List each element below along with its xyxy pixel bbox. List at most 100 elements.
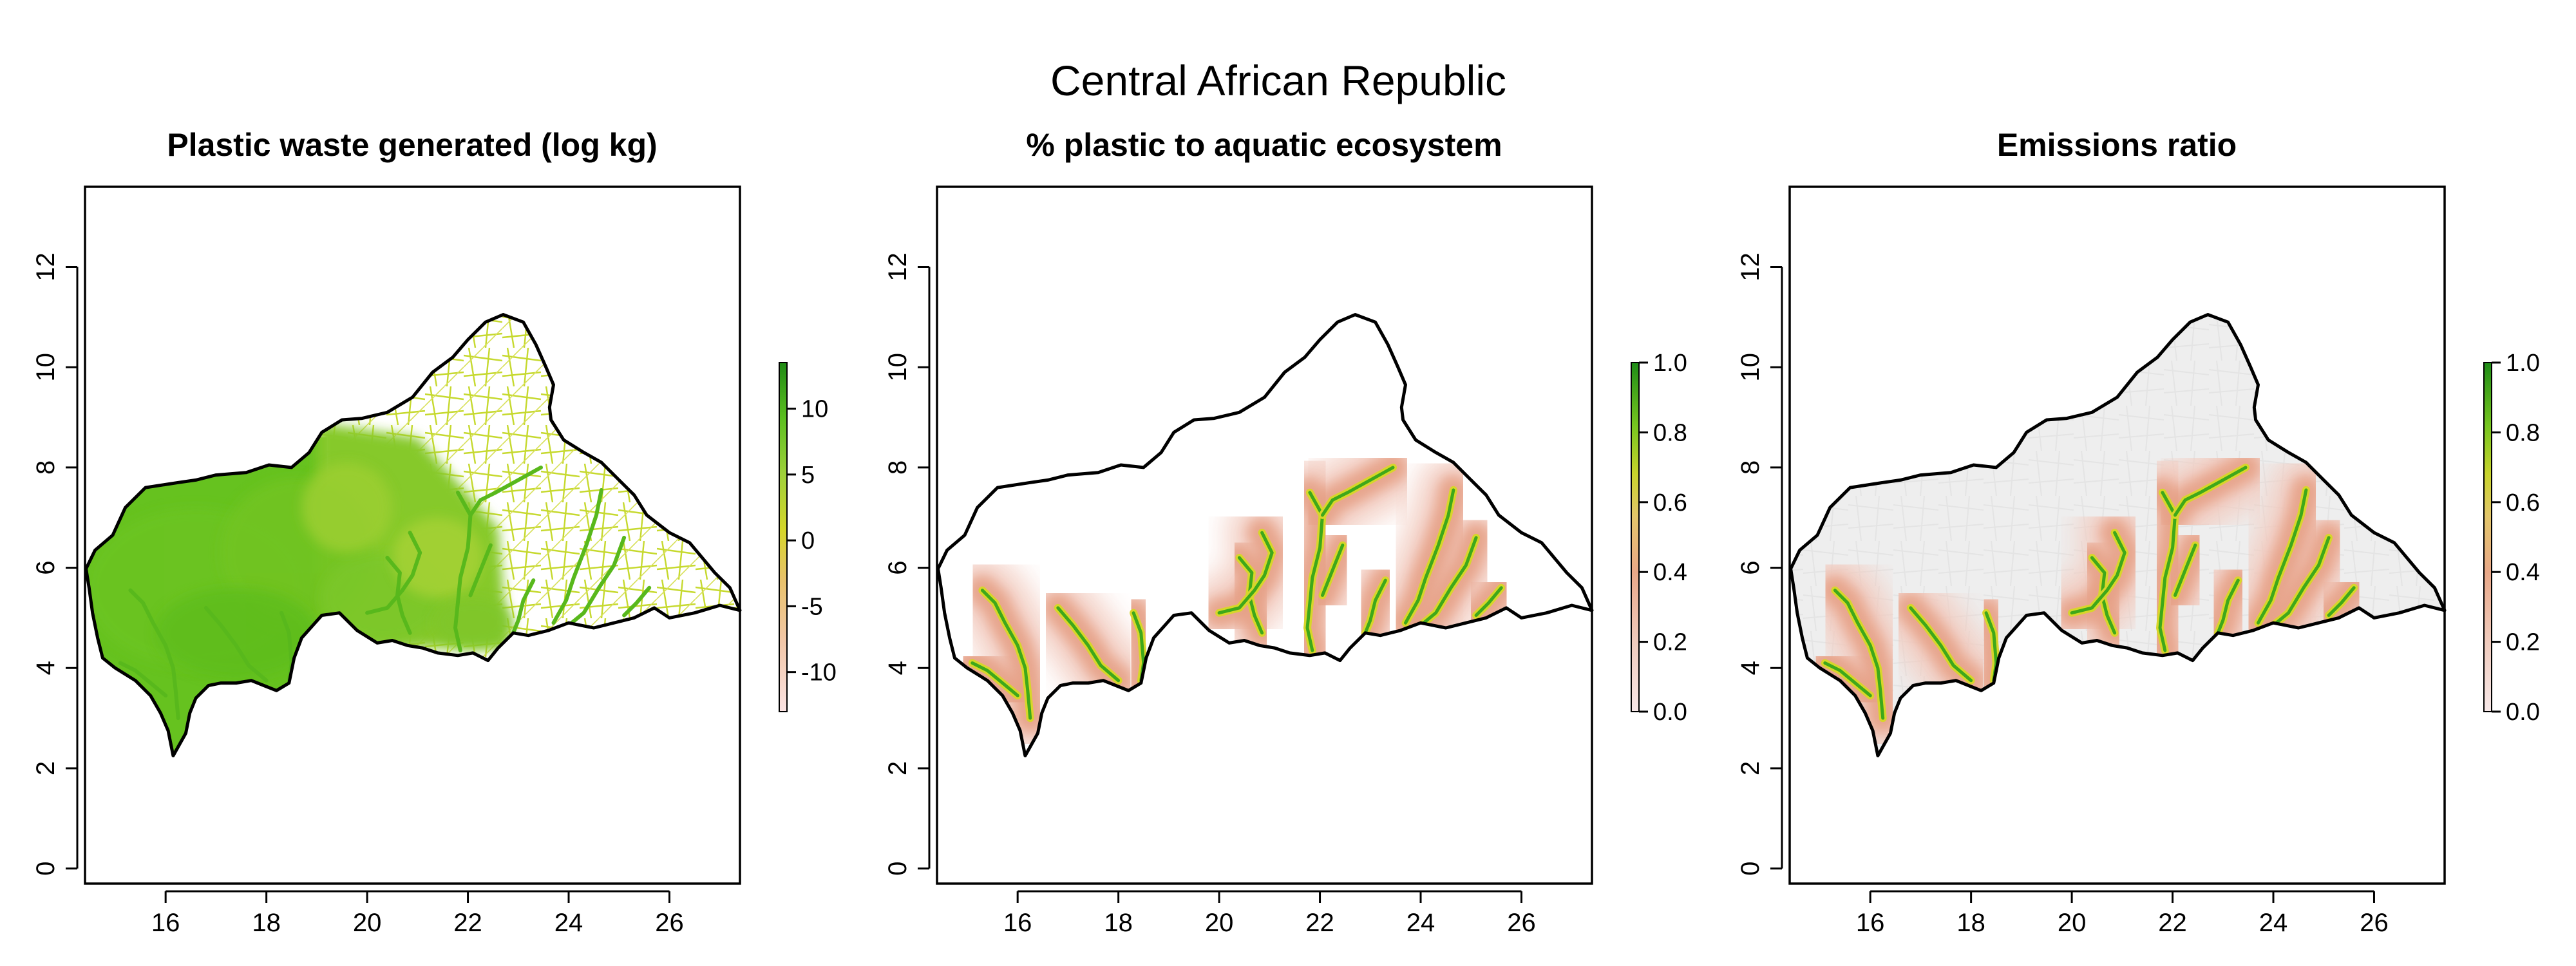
river-line — [2257, 488, 2308, 625]
y-tick-label: 8 — [884, 460, 912, 475]
colorbar-tick-label: 0.0 — [2506, 699, 2540, 726]
river-line — [971, 661, 1019, 697]
river-line — [2216, 578, 2240, 635]
country-border — [1789, 313, 2447, 757]
plot-frame — [936, 185, 1593, 885]
river-line — [1321, 466, 1395, 517]
x-axis: 16 18 20 22 24 26 — [151, 890, 684, 937]
map-area — [1789, 313, 2447, 757]
river-line — [1363, 578, 1387, 635]
y-tick-label: 12 — [884, 252, 912, 281]
x-tick-label: 26 — [2360, 909, 2389, 937]
road-line — [204, 605, 269, 683]
colorbar-tick-label: -5 — [801, 593, 823, 620]
x-tick-label: 18 — [252, 909, 281, 937]
river-line — [1217, 531, 1274, 615]
x-tick-label: 16 — [151, 909, 180, 937]
x-tick-label: 24 — [2259, 909, 2288, 937]
plot-frame — [84, 185, 741, 885]
x-tick-label: 18 — [1104, 909, 1133, 937]
road-line — [468, 465, 543, 517]
y-tick-label: 0 — [884, 862, 912, 876]
colorbar-tick-label: 0.6 — [2506, 489, 2540, 516]
river-line — [1404, 488, 1455, 625]
y-tick-label: 4 — [32, 661, 60, 675]
panel-plastic-waste: Plastic waste generated (log kg) 16 18 20 2… — [32, 127, 837, 937]
colorbar-tick-label: 0 — [801, 527, 815, 554]
waste-density-layer — [86, 422, 652, 756]
y-tick-label: 4 — [884, 661, 912, 675]
y-tick-label: 6 — [32, 560, 60, 574]
colorbar-tick-label: 0.4 — [2506, 559, 2540, 586]
y-tick-label: 12 — [1736, 252, 1765, 281]
x-tick-label: 26 — [1507, 909, 1536, 937]
y-tick-label: 12 — [32, 252, 60, 281]
y-tick-label: 10 — [32, 353, 60, 382]
colorbar-tick-label: 0.2 — [2506, 629, 2540, 656]
river-line — [2174, 544, 2197, 597]
country-border — [936, 313, 1594, 757]
colorbar-tick-label: 0.0 — [1653, 699, 1687, 726]
y-tick-label: 10 — [884, 353, 912, 382]
y-tick-label: 8 — [1736, 460, 1765, 475]
y-tick-label: 4 — [1736, 661, 1765, 675]
x-axis: 16 18 20 22 24 26 — [1856, 890, 2389, 937]
y-tick-label: 2 — [884, 761, 912, 775]
river-line — [1823, 661, 1872, 697]
waste-blob-2 — [155, 587, 317, 678]
plot-frame — [1788, 185, 2446, 885]
y-tick-label: 0 — [1736, 862, 1765, 876]
colorbar-tick-label: 10 — [801, 396, 828, 423]
x-tick-label: 20 — [1205, 909, 1234, 937]
river-line — [2271, 536, 2331, 627]
panel-title: Plastic waste generated (log kg) — [167, 127, 657, 163]
country-border — [84, 313, 742, 757]
river-line — [2327, 586, 2356, 617]
colorbar: 1.0 0.8 0.6 0.4 0.2 0.0 — [1631, 350, 1687, 726]
road-line — [128, 588, 180, 721]
y-tick-label: 8 — [32, 460, 60, 475]
river-line — [980, 589, 1032, 720]
road-line — [511, 578, 536, 635]
panel-title: % plastic to aquatic ecosystem — [1026, 127, 1502, 163]
colorbar-tick-label: 0.2 — [1653, 629, 1687, 656]
x-tick-label: 18 — [1956, 909, 1985, 937]
river-line — [1474, 586, 1503, 617]
x-tick-label: 16 — [1856, 909, 1885, 937]
colorbar-tick-label: 0.6 — [1653, 489, 1687, 516]
river-line — [1909, 606, 1973, 683]
colorbar: 1.0 0.8 0.6 0.4 0.2 0.0 — [2483, 350, 2540, 726]
colorbar-tick-label: 0.8 — [1653, 419, 1687, 446]
y-tick-label: 2 — [1736, 761, 1765, 775]
y-axis: 0 2 4 6 8 10 12 — [1736, 252, 1783, 876]
colorbar-tick-label: 0.4 — [1653, 559, 1687, 586]
waste-blob-5 — [301, 462, 393, 553]
figure-title: Central African Republic — [1050, 57, 1506, 104]
catchment-layer — [938, 431, 1537, 754]
colorbar-scale — [779, 362, 788, 712]
y-tick-label: 6 — [1736, 560, 1765, 574]
x-tick-label: 22 — [453, 909, 482, 937]
river-line — [1321, 544, 1345, 597]
road-line — [567, 535, 627, 628]
x-tick-label: 22 — [2158, 909, 2187, 937]
x-tick-label: 26 — [655, 909, 684, 937]
y-axis: 0 2 4 6 8 10 12 — [32, 252, 79, 876]
colorbar-tick-label: 1.0 — [1653, 350, 1687, 377]
waste-blob-6 — [432, 598, 513, 649]
road-line — [622, 585, 652, 618]
x-tick-label: 22 — [1305, 909, 1334, 937]
map-area — [936, 313, 1594, 757]
x-tick-label: 16 — [1003, 909, 1032, 937]
x-tick-label: 20 — [2058, 909, 2087, 937]
y-tick-label: 10 — [1736, 353, 1765, 382]
y-tick-label: 6 — [884, 560, 912, 574]
river-line — [2174, 466, 2248, 517]
y-axis: 0 2 4 6 8 10 12 — [884, 252, 931, 876]
road-line — [365, 531, 422, 615]
river-line — [2070, 531, 2126, 615]
x-tick-label: 24 — [1406, 909, 1435, 937]
colorbar: 10 5 0 -5 -10 — [779, 362, 837, 712]
